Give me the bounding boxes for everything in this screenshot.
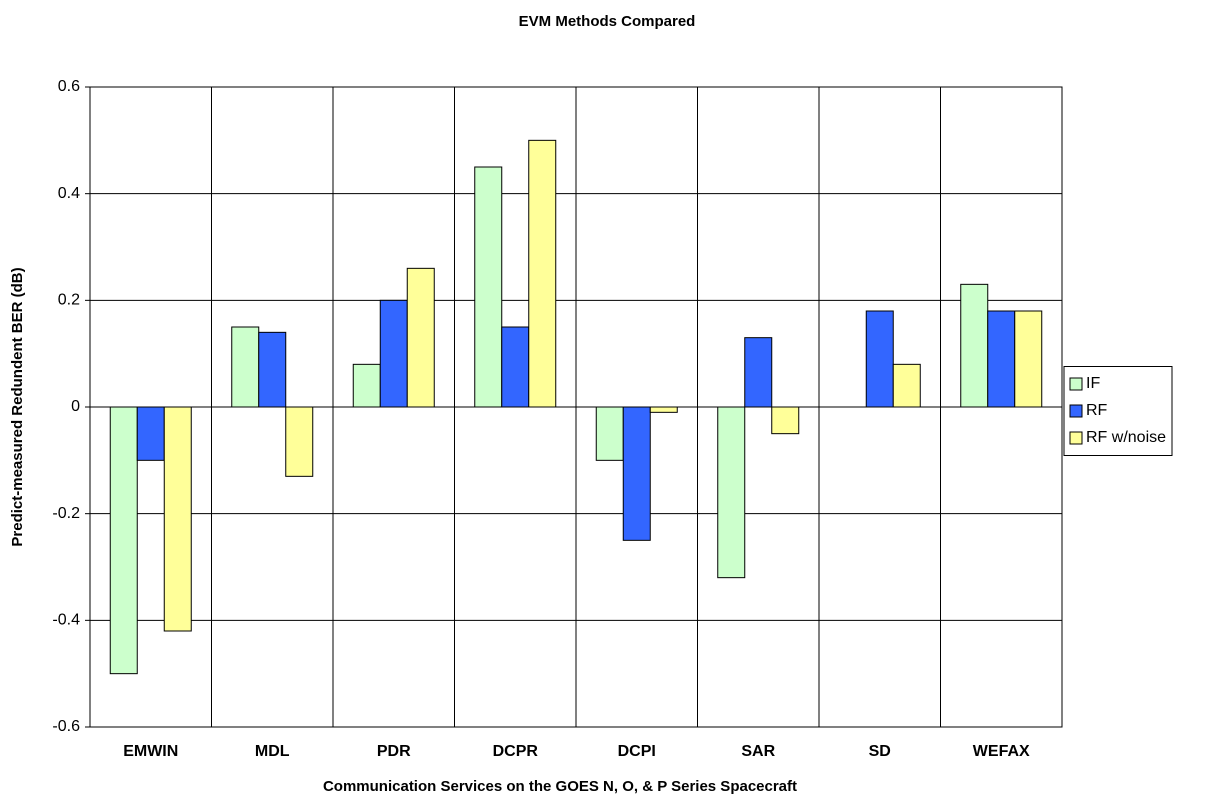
bar	[771, 406, 800, 435]
bar	[1014, 310, 1043, 408]
y-tick-label: 0.4	[58, 185, 80, 202]
bar	[528, 139, 557, 408]
bar	[622, 406, 651, 541]
legend-label: IF	[1086, 375, 1100, 392]
y-tick-label: 0.2	[58, 292, 80, 309]
legend-swatch	[1069, 377, 1083, 391]
bar	[649, 406, 678, 413]
bar	[960, 283, 989, 408]
bar	[379, 299, 408, 408]
legend-label: RF w/noise	[1086, 429, 1166, 446]
x-axis-title: Communication Services on the GOES N, O,…	[323, 778, 797, 795]
x-tick-label: SD	[869, 743, 891, 760]
bar	[406, 267, 435, 408]
y-axis-title: Predict-measured Redundent BER (dB)	[9, 267, 26, 546]
bar	[285, 406, 314, 477]
x-tick-label: DCPR	[493, 743, 539, 760]
bar	[501, 326, 530, 408]
x-tick-label: PDR	[377, 743, 411, 760]
x-tick-label: WEFAX	[973, 743, 1030, 760]
bar	[163, 406, 192, 632]
bar	[595, 406, 624, 461]
y-tick-label: 0.6	[58, 78, 80, 95]
bar	[474, 166, 503, 408]
bar	[109, 406, 138, 675]
y-tick-label: -0.4	[52, 612, 80, 629]
bar	[352, 363, 381, 408]
bar	[717, 406, 746, 579]
bar	[231, 326, 260, 408]
bar	[987, 310, 1016, 408]
legend-swatch	[1069, 404, 1083, 418]
bar	[865, 310, 894, 408]
y-tick-label: -0.2	[52, 505, 80, 522]
chart-title: EVM Methods Compared	[519, 13, 696, 30]
x-tick-label: MDL	[255, 743, 290, 760]
x-tick-label: SAR	[741, 743, 775, 760]
x-tick-label: DCPI	[618, 743, 656, 760]
bar	[136, 406, 165, 461]
x-tick-label: EMWIN	[123, 743, 178, 760]
bar	[892, 363, 921, 408]
y-tick-label: 0	[71, 398, 80, 415]
y-tick-label: -0.6	[52, 718, 80, 735]
bar	[744, 337, 773, 408]
legend-swatch	[1069, 431, 1083, 445]
bar	[258, 331, 287, 408]
legend-label: RF	[1086, 402, 1108, 419]
